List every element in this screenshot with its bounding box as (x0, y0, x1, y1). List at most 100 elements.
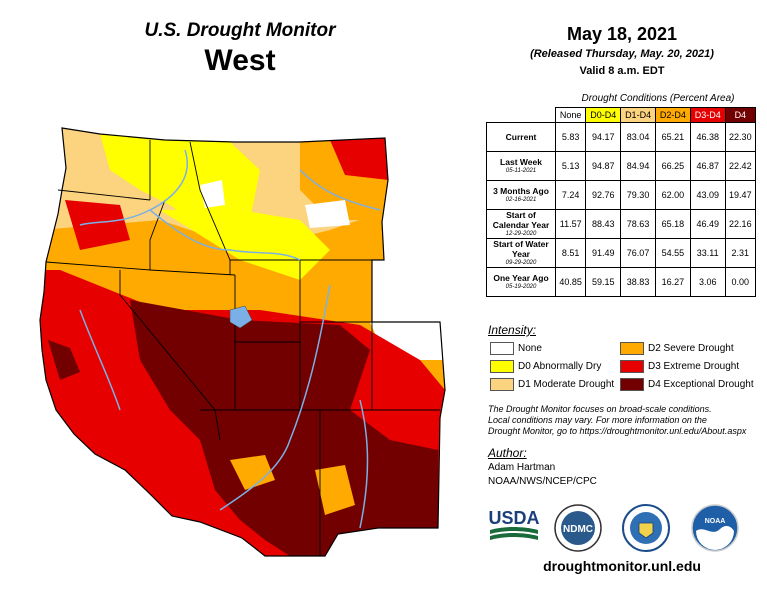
legend-label: D4 Exceptional Drought (648, 379, 754, 390)
table-cell: 79.30 (620, 180, 656, 210)
table-row: Last Week 05-11-2021 5.13 94.87 84.94 66.… (486, 151, 757, 181)
table-row: Start of Water Year 09-29-2020 8.51 91.49… (486, 238, 757, 268)
table-cell: 2.31 (724, 238, 757, 268)
legend-label: D0 Abnormally Dry (518, 361, 602, 372)
region-outline (39, 127, 446, 557)
d3-region-northeast (330, 138, 388, 180)
map-date: May 18, 2021 (566, 24, 678, 44)
d2-pocket-newmexico (315, 465, 355, 515)
note-line: Local conditions may vary. For more info… (488, 415, 707, 425)
row-header: One Year Ago 05-19-2020 (486, 267, 556, 297)
row-date: 02-16-2021 (505, 197, 537, 203)
table-cell: 22.42 (724, 151, 757, 181)
map-title: U.S. Drought Monitor (144, 20, 336, 41)
wa-or-border (57, 189, 151, 201)
table-cell: 88.43 (585, 209, 622, 239)
legend-swatch (490, 360, 514, 373)
table-cell: 94.87 (585, 151, 622, 181)
table-corner (487, 108, 556, 123)
table-cell: 0.00 (724, 267, 757, 297)
note-line: The Drought Monitor focuses on broad-sca… (488, 404, 712, 414)
row-label: One Year Ago (493, 273, 549, 283)
row-date: 05-19-2020 (505, 284, 537, 290)
table-row: Current 5.83 94.17 83.04 65.21 46.38 22.… (486, 122, 757, 152)
table-cell: 43.09 (689, 180, 726, 210)
row-label: Current (505, 132, 537, 142)
table-cell: 84.94 (620, 151, 656, 181)
table-cell: 19.47 (724, 180, 757, 210)
seal-logo-shield (638, 522, 654, 539)
table-cell: 83.04 (620, 122, 656, 152)
legend-label: D3 Extreme Drought (648, 361, 740, 372)
nv-ut-top (149, 269, 236, 276)
noaa-logo-wave (696, 525, 734, 550)
note-line: Drought Monitor, go to https://droughtmo… (488, 426, 747, 436)
valid-time: Valid 8 a.m. EDT (579, 65, 665, 77)
row-label: Last Week (500, 157, 542, 167)
table-cell: 16.27 (654, 267, 691, 297)
legend-swatch (620, 360, 644, 373)
column-header: D1-D4 (620, 107, 656, 123)
row-date: 12-29-2020 (505, 231, 537, 237)
table-caption: Drought Conditions (Percent Area) (581, 93, 735, 104)
table-cell: 78.63 (620, 209, 656, 239)
website-link[interactable]: droughtmonitor.unl.edu (543, 558, 701, 574)
state-borders (45, 140, 440, 556)
drought-map (39, 127, 446, 557)
drought-conditions-table: None D0-D4 D1-D4 D2-D4 D3-D4 D4 Current … (486, 107, 757, 297)
release-date: (Released Thursday, May. 20, 2021) (530, 48, 714, 60)
table-cell: 91.49 (585, 238, 622, 268)
table-cell: 33.11 (689, 238, 726, 268)
column-header: None (554, 107, 587, 123)
usda-logo-swoosh-2 (490, 533, 538, 540)
table-cell: 7.24 (554, 180, 587, 210)
missouri-river (299, 169, 381, 211)
row-date: 05-11-2021 (505, 168, 537, 174)
legend-title: Intensity: (488, 323, 537, 337)
region-title: West (204, 44, 276, 77)
ndmc-logo-disc (561, 511, 595, 545)
snake-river (149, 209, 301, 261)
table-cell: 22.16 (724, 209, 757, 239)
table-cell: 76.07 (620, 238, 656, 268)
table-cell: 46.49 (689, 209, 726, 239)
row-header: Current (486, 122, 556, 152)
ndmc-logo: NDMC (554, 504, 602, 552)
usda-logo: USDA (488, 508, 540, 540)
noaa-logo-text: NOAA (705, 518, 726, 525)
usda-logo-swoosh-1 (490, 527, 538, 534)
table-cell: 54.55 (654, 238, 691, 268)
none-region-idaho (200, 180, 225, 208)
legend-swatch (490, 378, 514, 391)
or-ca-border (45, 199, 166, 271)
column-header: D0-D4 (585, 107, 622, 123)
table-row: Start of Calendar Year 12-29-2020 11.57 8… (486, 209, 757, 239)
ca-nv-border (119, 270, 221, 441)
row-date: 09-29-2020 (505, 260, 537, 266)
table-cell: 38.83 (620, 267, 656, 297)
column-header: D4 (724, 107, 757, 123)
row-header: Start of Calendar Year 12-29-2020 (486, 209, 556, 239)
table-cell: 5.83 (554, 122, 587, 152)
row-header: Start of Water Year 09-29-2020 (486, 238, 556, 268)
table-cell: 46.38 (689, 122, 726, 152)
table-cell: 46.87 (689, 151, 726, 181)
author-organization: NOAA/NWS/NCEP/CPC (488, 476, 597, 487)
table-cell: 92.76 (585, 180, 622, 210)
colorado-river (219, 284, 331, 511)
legend-label: D2 Severe Drought (648, 343, 734, 354)
sacramento-river (79, 309, 121, 411)
noaa-logo: NOAA (691, 504, 739, 552)
table-cell: 5.13 (554, 151, 587, 181)
row-label: 3 Months Ago (493, 186, 549, 196)
table-cell: 66.25 (654, 151, 691, 181)
table-cell: 8.51 (554, 238, 587, 268)
row-header: 3 Months Ago 02-16-2021 (486, 180, 556, 210)
usda-logo-text: USDA (488, 508, 539, 528)
author-name: Adam Hartman (488, 462, 556, 473)
table-cell: 40.85 (554, 267, 587, 297)
row-label: Start of Calendar Year (492, 210, 550, 230)
table-cell: 94.17 (585, 122, 622, 152)
legend-label: D1 Moderate Drought (518, 379, 615, 390)
table-cell: 62.00 (654, 180, 691, 210)
